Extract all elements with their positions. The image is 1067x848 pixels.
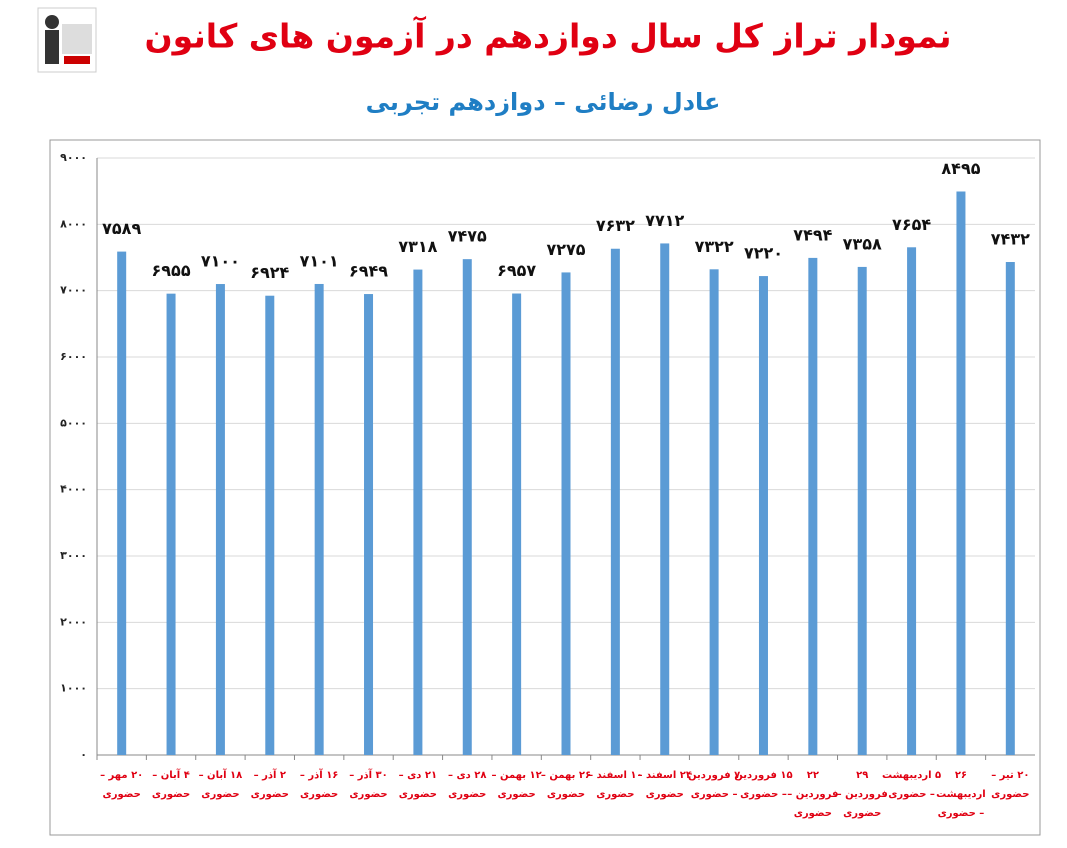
bar <box>364 294 374 755</box>
data-label: ۶۹۵۵ <box>152 261 191 280</box>
y-tick-label: ۹۰۰۰ <box>60 151 87 164</box>
bar <box>857 266 867 755</box>
bar <box>709 269 719 755</box>
data-label: ۷۲۲۰ <box>744 244 783 263</box>
bar <box>956 191 966 755</box>
x-tick-label: حضوری <box>103 789 141 800</box>
y-tick-label: ۰ <box>80 748 87 761</box>
bar <box>1005 262 1015 755</box>
bar <box>907 247 917 755</box>
x-tick-label: ۲۶ بهمن – <box>541 770 591 781</box>
bar <box>660 243 670 756</box>
data-label: ۷۴۷۵ <box>448 227 487 246</box>
y-tick-label: ۷۰۰۰ <box>60 284 87 297</box>
bar <box>610 248 620 755</box>
bar <box>314 283 324 755</box>
x-tick-label: ۳۰ آذر – <box>349 768 388 781</box>
bar <box>462 259 472 755</box>
x-tick-label: حضوری <box>596 789 634 800</box>
y-tick-label: ۲۰۰۰ <box>60 615 87 628</box>
x-tick-label: حضوری <box>991 789 1029 800</box>
x-tick-label: حضوری <box>152 789 190 800</box>
x-tick-label: حضوری <box>497 789 535 800</box>
data-label: ۷۳۱۸ <box>398 237 437 256</box>
chart-frame <box>49 139 1041 836</box>
x-tick-label: ۲۸ دی – <box>448 770 486 781</box>
x-tick-label: فروردین – <box>837 789 888 800</box>
bar <box>117 251 127 756</box>
x-tick-label: – حضوری <box>888 789 935 800</box>
x-tick-label: ۲۲ <box>807 770 819 781</box>
bar <box>166 293 176 755</box>
data-label: ۷۱۰۱ <box>300 251 339 270</box>
data-label: ۶۹۵۷ <box>497 261 536 280</box>
x-tick-label: ۲۰ مهر – <box>100 770 143 781</box>
data-label: ۷۴۳۲ <box>991 230 1030 249</box>
data-label: ۸۴۹۵ <box>941 159 980 178</box>
x-tick-label: حضوری <box>201 789 239 800</box>
x-tick-label: ۲ آذر – <box>254 768 286 781</box>
x-tick-label: حضوری <box>300 789 338 800</box>
data-label: ۶۹۴۹ <box>349 262 388 281</box>
x-tick-label: حضوری <box>349 789 387 800</box>
data-label: ۷۶۳۲ <box>596 216 635 235</box>
x-tick-label: حضوری <box>251 789 289 800</box>
x-tick-label: – حضوری <box>691 789 738 800</box>
x-tick-label: ۱۲ بهمن – <box>492 770 542 781</box>
chart-subtitle: عادل رضائی – دوازدهم تجربی <box>366 88 721 116</box>
bar <box>215 284 225 755</box>
x-tick-label: ۲۱ دی – <box>399 770 437 781</box>
bar <box>758 276 768 755</box>
data-label: ۷۷۱۲ <box>645 211 684 230</box>
bar <box>265 295 275 755</box>
bar <box>808 257 818 755</box>
bar <box>561 272 571 755</box>
bar <box>512 293 522 755</box>
x-tick-label: ۱۰ اسفند – <box>588 770 643 781</box>
data-label: ۷۳۵۸ <box>843 234 882 253</box>
x-tick-label: ۷ فروردین <box>688 770 740 781</box>
logo <box>37 7 97 73</box>
x-tick-label: حضوری <box>547 789 585 800</box>
x-tick-label: اردیبهشت <box>936 789 986 800</box>
x-tick-label: ۱۵ فروردین <box>734 770 792 781</box>
x-tick-label: حضوری <box>448 789 486 800</box>
x-tick-label: ۱۶ آذر – <box>300 768 339 781</box>
x-tick-label: ۲۹ <box>856 770 868 781</box>
y-tick-label: ۴۰۰۰ <box>60 483 87 496</box>
x-tick-label: حضوری <box>399 789 437 800</box>
x-tick-label: ۵ اردیبهشت <box>882 770 941 781</box>
x-tick-label: ۲۴ اسفند – <box>637 770 692 781</box>
data-label: ۷۵۸۹ <box>102 219 141 238</box>
y-tick-label: ۶۰۰۰ <box>60 350 87 363</box>
data-label: ۷۴۹۴ <box>793 225 832 244</box>
y-tick-label: ۸۰۰۰ <box>60 217 87 230</box>
x-tick-label: ۱۸ آبان – <box>199 768 243 781</box>
x-tick-label: ۲۶ <box>955 770 967 781</box>
data-label: ۶۹۲۴ <box>250 263 289 282</box>
x-tick-label: حضوری <box>794 808 832 819</box>
chart-title: نمودار تراز کل سال دوازدهم در آزمون های … <box>144 16 951 57</box>
data-label: ۷۳۲۲ <box>695 237 734 256</box>
y-tick-label: ۵۰۰۰ <box>60 416 87 429</box>
data-label: ۷۶۵۴ <box>892 215 931 234</box>
x-tick-label: ۴ آبان – <box>152 768 190 781</box>
x-tick-label: – حضوری <box>740 789 787 800</box>
x-tick-label: ۲۰ تیر – <box>991 770 1029 781</box>
y-tick-label: ۳۰۰۰ <box>60 549 87 562</box>
y-tick-label: ۱۰۰۰ <box>60 682 87 695</box>
x-tick-label: حضوری <box>646 789 684 800</box>
x-tick-label: حضوری <box>843 808 881 819</box>
data-label: ۷۲۷۵ <box>546 240 585 259</box>
x-tick-label: – حضوری <box>938 808 985 819</box>
bar <box>413 269 423 755</box>
data-label: ۷۱۰۰ <box>201 252 240 271</box>
x-tick-label: فروردین – <box>787 789 838 800</box>
